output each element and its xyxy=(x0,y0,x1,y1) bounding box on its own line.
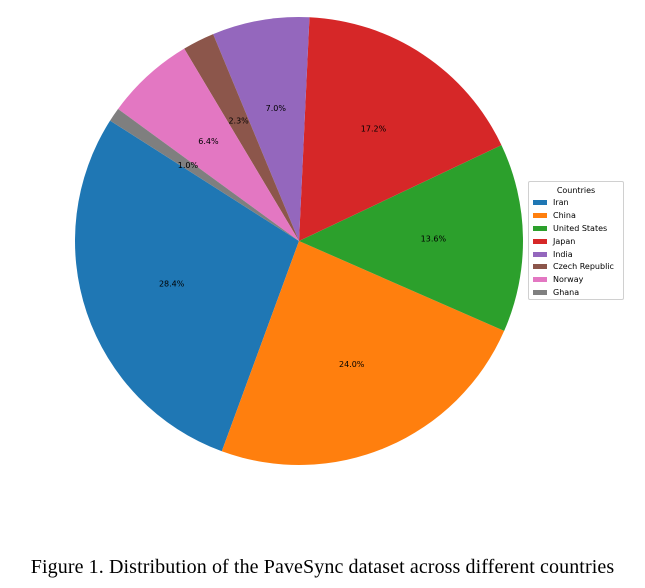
pie-slices xyxy=(74,17,523,465)
legend-item-china: China xyxy=(529,209,623,222)
legend-label-japan: Japan xyxy=(553,236,576,246)
pie-label-united-states: 13.6% xyxy=(421,235,447,244)
legend-label-czech-republic: Czech Republic xyxy=(553,262,614,272)
legend-label-india: India xyxy=(553,249,573,259)
pie-slice-india xyxy=(213,17,310,241)
pie-slice-iran xyxy=(74,120,299,452)
legend-item-czech-republic: Czech Republic xyxy=(529,260,623,273)
legend-label-china: China xyxy=(553,210,576,220)
legend: Countries Iran China United States Japan Ind… xyxy=(528,181,624,300)
pie-label-india: 7.0% xyxy=(266,104,287,113)
pie-slice-united-states xyxy=(299,145,523,331)
pie-slice-norway xyxy=(118,48,300,241)
pie-slice-japan xyxy=(299,17,502,241)
legend-item-japan: Japan xyxy=(529,235,623,248)
pie-label-czech-republic: 2.3% xyxy=(228,116,249,125)
pie-slice-czech-republic xyxy=(184,34,299,242)
legend-title: Countries xyxy=(556,186,596,195)
figure-caption: Figure 1. Distribution of the PaveSync d… xyxy=(30,556,615,578)
pie-chart: 28.4% 24.0% 13.6% 17.2% 7.0% 2.3% 6.4% 1.0% xyxy=(74,17,523,465)
pie-label-china: 24.0% xyxy=(339,360,365,369)
legend-item-iran: Iran xyxy=(529,196,623,209)
legend-label-norway: Norway xyxy=(553,275,584,285)
legend-item-india: India xyxy=(529,248,623,261)
pie-label-iran: 28.4% xyxy=(159,280,185,289)
pie-label-japan: 17.2% xyxy=(361,125,387,134)
legend-label-iran: Iran xyxy=(553,197,569,207)
legend-swatch-ghana xyxy=(533,290,547,296)
legend-item-norway: Norway xyxy=(529,273,623,286)
legend-swatch-united-states xyxy=(533,225,547,231)
legend-swatch-india xyxy=(533,251,547,257)
legend-label-united-states: United States xyxy=(553,223,608,233)
legend-swatch-iran xyxy=(533,199,547,205)
pie-labels: 28.4% 24.0% 13.6% 17.2% 7.0% 2.3% 6.4% 1.0% xyxy=(159,104,447,369)
legend-swatch-china xyxy=(533,212,547,218)
legend-swatch-norway xyxy=(533,277,547,283)
legend-swatch-japan xyxy=(533,238,547,244)
legend-items: Iran China United States Japan India Czech Re… xyxy=(529,196,623,299)
pie-slice-china xyxy=(221,241,505,465)
pie-slice-ghana xyxy=(110,109,299,241)
pie-label-ghana: 1.0% xyxy=(178,161,199,170)
legend-swatch-czech-republic xyxy=(533,264,547,270)
legend-label-ghana: Ghana xyxy=(553,288,580,298)
pie-label-norway: 6.4% xyxy=(198,137,219,146)
legend-item-ghana: Ghana xyxy=(529,286,623,299)
legend-item-united-states: United States xyxy=(529,222,623,235)
